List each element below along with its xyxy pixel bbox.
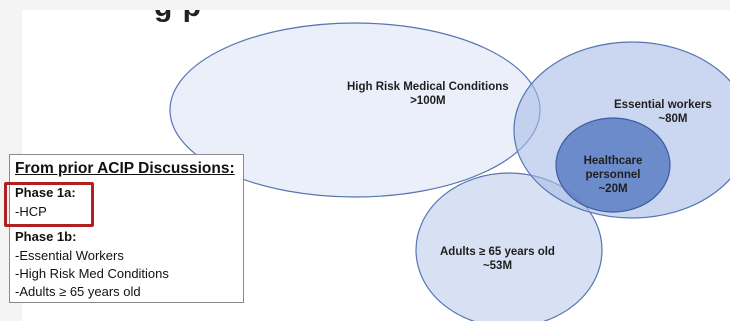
label-adults-65: Adults ≥ 65 years old ~53M [440,246,555,272]
circle-adults-65 [415,172,603,321]
slide: g p High Risk Medical Conditions >100M E… [22,10,730,321]
phase-1b-item: -High Risk Med Conditions [15,266,169,281]
phase-1a-item: -HCP [15,204,47,219]
circle-healthcare-personnel [555,117,671,213]
label-essential-workers: Essential workers ~80M [614,99,712,125]
phase-1b-heading: Phase 1b: [15,229,77,244]
slide-title-fragment: g p [154,10,202,24]
venn-diagram [169,22,730,321]
phase-1b-item: -Essential Workers [15,248,124,263]
legend-title: From prior ACIP Discussions: [15,160,235,177]
phase-1a-highlight-box [4,182,94,227]
phase-1a-heading: Phase 1a: [15,185,76,200]
label-healthcare-personnel: Healthcare personnel ~20M [583,155,643,195]
phase-1b-item: -Adults ≥ 65 years old [15,284,141,299]
acip-discussion-box: From prior ACIP Discussions: Phase 1a: -… [9,154,244,303]
label-high-risk-medical-conditions: High Risk Medical Conditions >100M [347,81,509,107]
